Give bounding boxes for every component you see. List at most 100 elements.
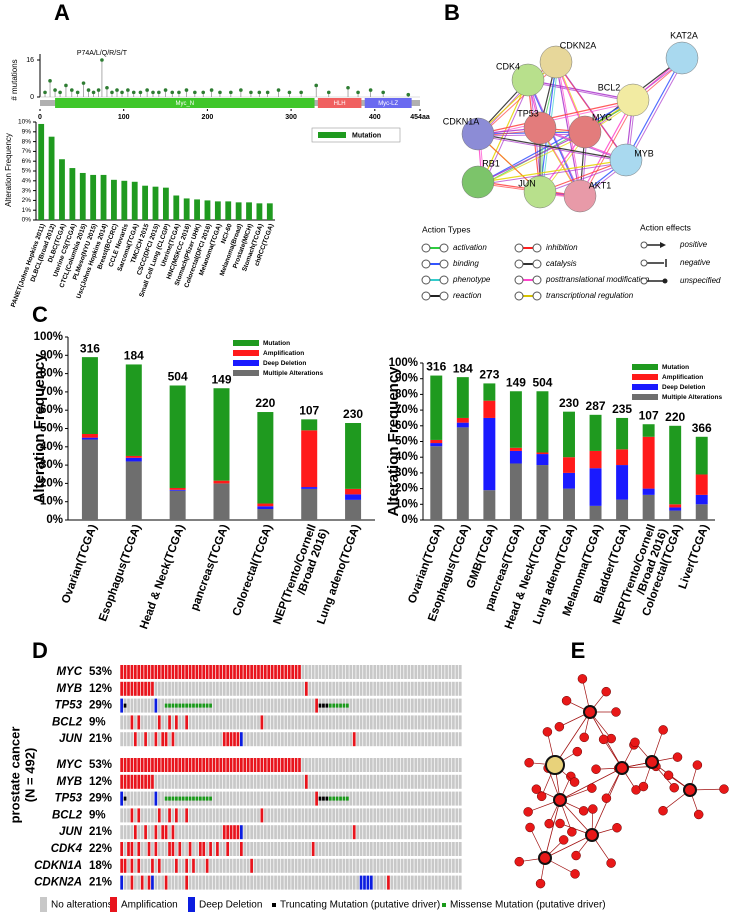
oncoprint-cell [195,715,199,730]
oncoprint-cell [376,681,380,696]
oncoprint-cell [325,774,329,789]
oncoprint-cell [274,715,277,730]
oncoprint-cell [127,665,130,679]
legend-swatch [233,370,259,376]
oncoprint-cell [404,732,407,747]
oncoprint-cell [130,875,134,890]
oncoprint-cell [140,665,144,679]
gene-label: MYC [56,666,82,678]
oncoprint-cell [181,808,185,823]
oncoprint-cell [339,875,342,890]
oncoprint-cell [369,791,373,806]
oncoprint-cell [212,825,216,840]
oncoprint-cell [287,791,291,806]
oncoprint-cell [458,698,462,713]
oncoprint-cell [445,875,448,890]
oncoprint-cell [226,732,230,747]
oncoprint-cell [294,758,298,772]
oncoprint-cell [376,875,380,890]
gene-percent: 21% [89,877,112,889]
oncoprint-cell [373,842,377,856]
oncoprint-cell [164,681,168,696]
oncoprint-cell [250,715,253,730]
oncoprint-cell [438,825,442,840]
oncoprint-cell [397,681,401,696]
oncoprint-cell [438,758,442,772]
oncoprint-cell [311,842,315,856]
oncoprint-cell [250,875,253,890]
oncoprint-cell [352,875,356,890]
oncoprint-cell [298,715,301,730]
oncoprint-cell [304,732,308,747]
oncoprint-cell [168,758,171,772]
oncoprint-cell [226,875,230,890]
oncoprint-cell [448,732,452,747]
gene-percent: 22% [89,843,112,855]
oncoprint-cell [263,858,267,873]
oncoprint-cell [411,774,414,789]
oncoprint-cell [291,825,295,840]
oncoprint-cell [144,715,147,730]
oncoprint-cell [294,875,298,890]
oncoprint-cell [441,715,445,730]
oncoprint-cell [274,774,277,789]
network-hub [645,755,659,769]
lollipop-head [110,90,114,95]
oncoprint-cell [164,858,168,873]
oncoprint-cell [332,774,336,789]
lollipop-head [381,90,385,95]
oncoprint-mutation [195,703,199,708]
oncoprint-cell [366,681,370,696]
gene-percent: 21% [89,733,112,745]
oncoprint-cell [346,774,349,789]
bar-segment [125,461,142,520]
oncoprint-cell [452,791,455,806]
y-tick-label: 70% [40,386,63,398]
oncoprint-cell [455,681,459,696]
oncoprint-cell [175,842,178,856]
oncoprint-cell [209,808,212,823]
legend-icon [421,243,431,253]
oncoprint-cell [267,842,271,856]
oncoprint-cell [291,858,295,873]
oncoprint-cell [369,681,373,696]
oncoprint-cell [315,858,318,873]
lollipop-head [138,90,143,95]
oncoprint-cell [414,825,418,840]
oncoprint-mutation [188,703,192,708]
oncoprint-mutation [164,796,168,801]
y-tick-label: 2% [22,197,32,204]
oncoprint-cell [411,681,414,696]
oncoprint-cell [369,715,373,730]
y-tick-label: 30% [40,459,63,471]
bar-segment [430,375,443,440]
bar-segment [81,439,98,520]
oncoprint-cell [209,758,212,772]
oncoprint-cell [438,875,442,890]
network-node [598,734,609,745]
oncoprint-cell [438,732,442,747]
oncoprint-cell [438,698,442,713]
oncoprint-cell [198,681,202,696]
oncoprint-cell [229,715,233,730]
oncoprint-cell [441,698,445,713]
oncoprint-cell [390,875,394,890]
network-node [719,784,729,794]
oncoprint-cell [192,825,195,840]
oncoprint-cell [417,875,421,890]
sample-count: 316 [426,360,446,374]
oncoprint-cell [147,715,151,730]
network-node [514,856,525,867]
sample-count: 230 [343,407,363,421]
lollipop-head [170,90,175,95]
oncoprint-cell [236,858,240,873]
oncoprint-mutation [175,796,178,801]
oncoprint-cell [322,842,325,856]
oncoprint-cell [250,791,253,806]
bar-segment [483,490,496,520]
oncoprint-cell [202,875,206,890]
oncoprint-cell [311,791,315,806]
oncoprint-cell [240,681,243,696]
oncoprint-cell [397,875,401,890]
x-tick-label: 200 [202,114,214,121]
